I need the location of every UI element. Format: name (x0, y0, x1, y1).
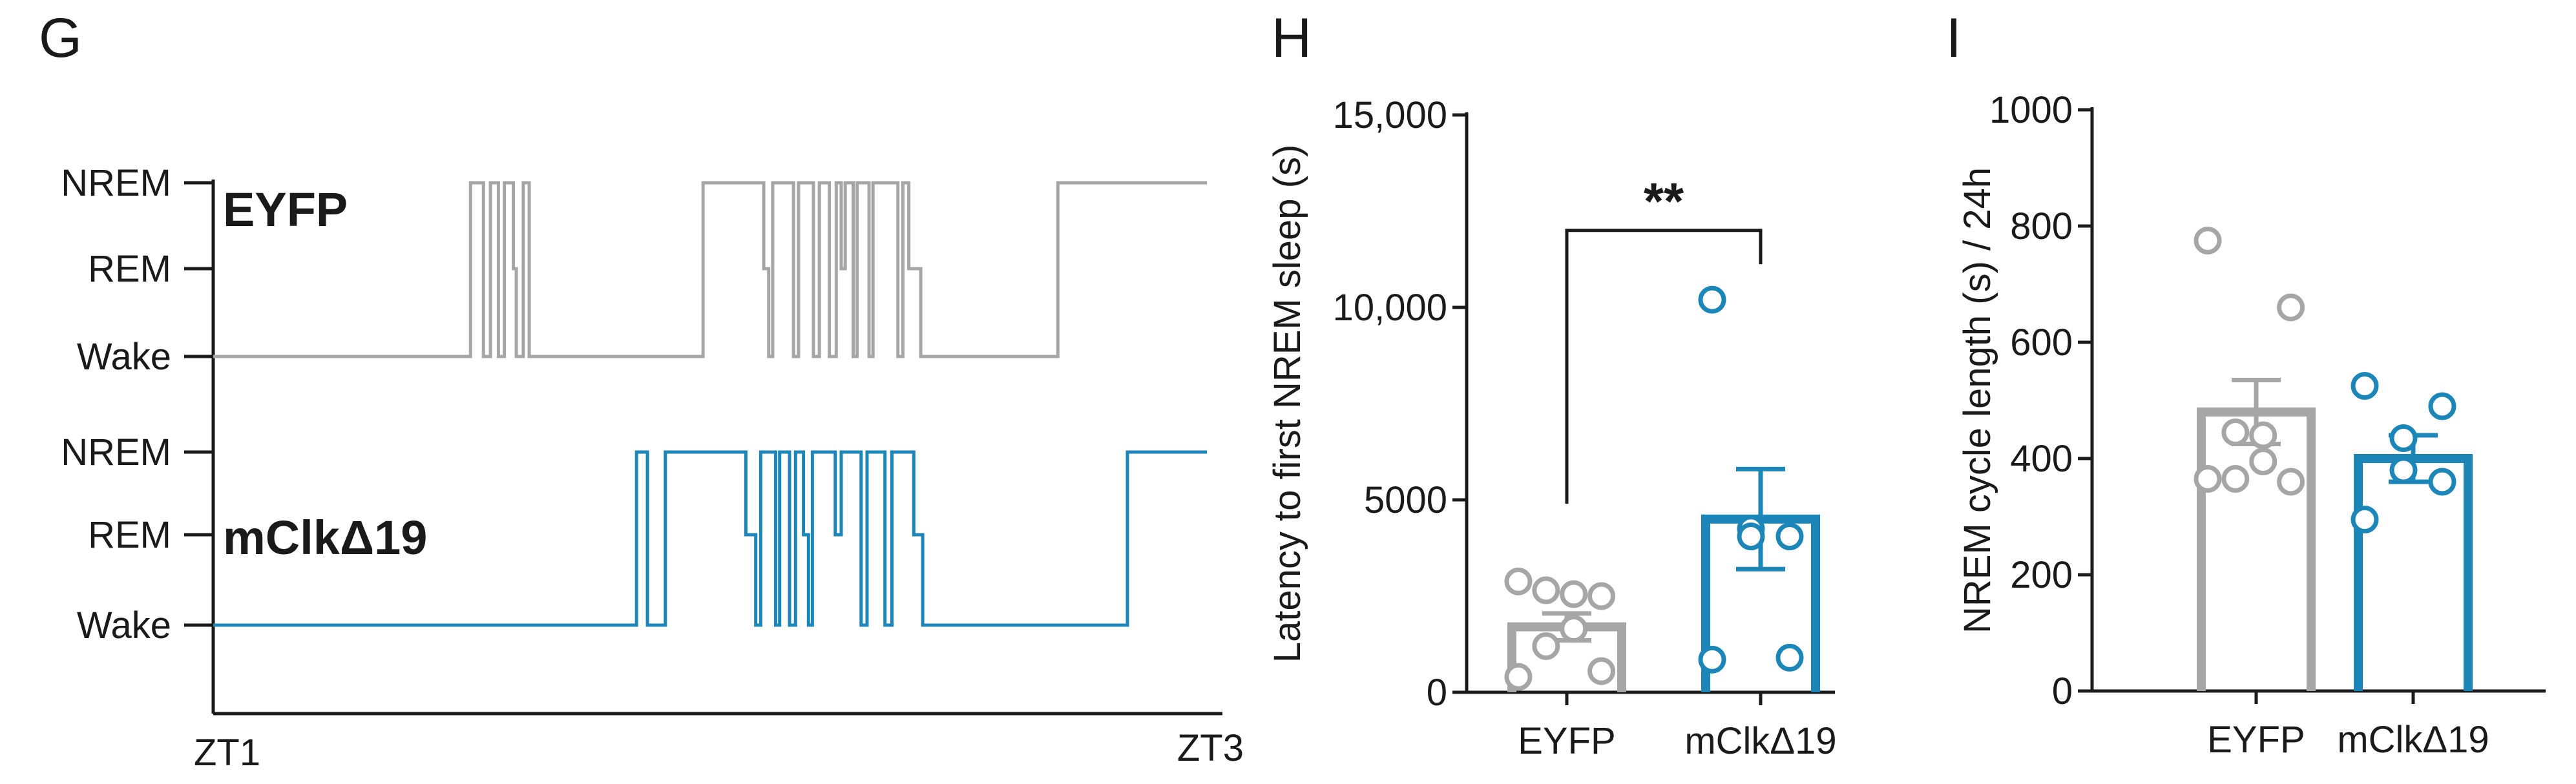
cycle-length-y-axis-title: NREM cycle length (s) / 24h (1956, 167, 1998, 634)
latency-data-point (1504, 567, 1533, 595)
cycle-length-y-tick-label: 800 (2010, 205, 2073, 247)
panel-letter-g: G (39, 7, 82, 69)
latency-data-point (1560, 615, 1588, 643)
hypnogram-group-label: mClkΔ19 (223, 511, 427, 564)
cycle-length-data-point (2277, 293, 2305, 322)
latency-significance-bracket (1565, 229, 1763, 504)
latency-data-point (1587, 582, 1616, 610)
latency-x-tick-label: mClkΔ19 (1684, 720, 1836, 762)
hypnogram-trace-mclk (213, 450, 1207, 627)
cycle-length-data-point (2221, 418, 2250, 446)
hypnogram-state-label: REM (88, 248, 171, 290)
cycle-length-data-point (2389, 424, 2418, 452)
cycle-length-x-tick-label: mClkΔ19 (2337, 719, 2489, 761)
cycle-length-y-tick-label: 1000 (1989, 89, 2073, 131)
panel-i: I 0 200 400 600 800 1000 NREM cycle length (s)… (1946, 7, 2546, 761)
latency-y-tick-label: 10,000 (1333, 287, 1447, 329)
cycle-length-bar (2354, 454, 2473, 691)
cycle-length-y-tick-label: 200 (2010, 554, 2073, 596)
cycle-length-data-point (2277, 468, 2305, 496)
latency-y-tick-label: 0 (1427, 672, 1447, 714)
latency-data-point (1775, 643, 1804, 672)
cycle-length-data-point (2351, 506, 2379, 533)
x-tick-label-end: ZT3 (1177, 727, 1244, 769)
latency-data-point (1587, 657, 1616, 685)
hypnogram-group-label: EYFP (223, 183, 348, 236)
panel-letter-i: I (1946, 7, 1962, 69)
cycle-length-x-tick-label: EYFP (2207, 719, 2305, 761)
latency-data-point (1560, 580, 1588, 608)
latency-data-point (1532, 632, 1560, 660)
hypnogram-state-label: Wake (77, 604, 171, 646)
x-tick-label-start: ZT1 (194, 732, 260, 774)
panel-h: H 0 5000 10,000 15,000 Latency to first NREM… (1266, 7, 1837, 762)
panel-g: G NREM REM Wake NREM REM Wake ZT1 ZT3 EYFP mClkΔ1… (39, 7, 1244, 774)
cycle-length-data-point (2351, 372, 2379, 400)
latency-data-point (1698, 645, 1726, 674)
panel-letter-h: H (1272, 7, 1312, 69)
hypnogram-state-label: REM (88, 514, 171, 556)
cycle-length-data-point (2428, 392, 2456, 420)
cycle-length-data-point (2221, 465, 2250, 493)
cycle-length-data-point (2389, 456, 2418, 484)
cycle-length-data-point (2194, 227, 2222, 254)
hypnogram-state-label: Wake (77, 336, 171, 378)
hypnogram-traces (213, 181, 1207, 627)
latency-y-axis-title: Latency to first NREM sleep (s) (1266, 145, 1308, 663)
latency-bar-chart: 0 5000 10,000 15,000 Latency to first NREM s… (1266, 94, 1837, 762)
latency-data-point (1775, 522, 1804, 551)
cycle-length-y-tick-label: 400 (2010, 438, 2073, 480)
cycle-length-data-point (2249, 448, 2278, 475)
latency-data-point (1532, 576, 1560, 604)
latency-data-point (1504, 663, 1533, 691)
cycle-length-bar-chart: 0 200 400 600 800 1000 NREM cycle length (s) /… (1956, 89, 2546, 761)
latency-x-tick-label: EYFP (1518, 720, 1616, 762)
hypnogram-labels: NREM REM Wake NREM REM Wake ZT1 ZT3 EYFP mClkΔ19 (61, 162, 1244, 774)
latency-y-tick-label: 15,000 (1333, 94, 1447, 136)
cycle-length-data-point (2249, 421, 2278, 449)
latency-y-tick-label: 5000 (1364, 479, 1447, 521)
hypnogram-state-label: NREM (61, 162, 171, 204)
latency-significance-label: ** (1644, 172, 1684, 230)
latency-data-point (1737, 522, 1765, 551)
cycle-length-y-tick-label: 600 (2010, 322, 2073, 364)
cycle-length-data-point (2194, 465, 2222, 493)
hypnogram-state-label: NREM (61, 431, 171, 473)
cycle-length-y-tick-label: 0 (2052, 670, 2073, 712)
hypnogram-trace-eyfp (213, 181, 1207, 358)
cycle-length-data-point (2428, 468, 2456, 496)
latency-data-point (1698, 285, 1726, 314)
